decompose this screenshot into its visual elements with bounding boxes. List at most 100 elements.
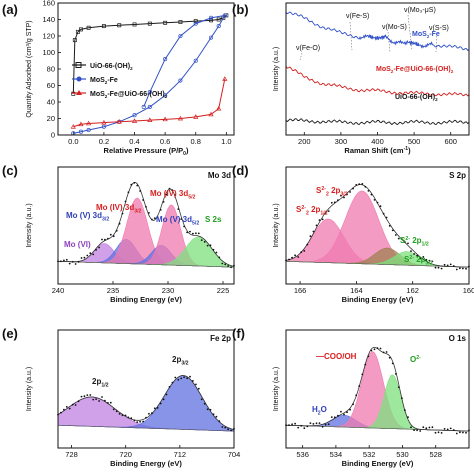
panel-b: (b) Intensity (a.u.) Raman Shift (cm-1) 200… xyxy=(232,2,470,155)
background-line xyxy=(57,261,234,268)
raw-data-point xyxy=(312,230,315,233)
raw-data-point xyxy=(355,184,358,186)
y-tick-label: 20 xyxy=(47,114,55,123)
panel-label: (e) xyxy=(2,326,18,341)
raw-data-point xyxy=(318,422,321,424)
raw-data-point xyxy=(452,429,455,431)
raw-data-point xyxy=(312,423,315,425)
x-tick-label: 600 xyxy=(444,137,457,146)
raw-data-point xyxy=(364,185,367,188)
data-point xyxy=(117,23,122,28)
raw-data-point xyxy=(115,229,118,232)
peak-label: S2-2 2p3/2 xyxy=(316,186,348,198)
series-label: MoS2-Fe xyxy=(412,31,440,39)
raw-data-point xyxy=(148,412,150,415)
raw-data-point xyxy=(192,380,194,382)
raw-data-point xyxy=(104,399,106,402)
x-tick-label: 712 xyxy=(174,450,187,459)
peak-label: 2p1/2 xyxy=(92,377,109,388)
x-tick-label: 230 xyxy=(162,286,175,295)
raw-data-point xyxy=(324,212,327,215)
data-point xyxy=(216,17,221,22)
raw-data-point xyxy=(361,183,364,185)
raw-data-point xyxy=(139,190,142,192)
y-tick-label: 60 xyxy=(47,81,55,90)
raw-data-point xyxy=(422,426,425,429)
raw-data-point xyxy=(355,394,358,397)
raw-data-point xyxy=(221,262,224,265)
raw-data-point xyxy=(124,200,127,203)
data-point xyxy=(86,120,92,126)
raw-data-point xyxy=(404,241,406,243)
raw-data-point xyxy=(352,187,354,190)
x-tick-label: 704 xyxy=(228,450,241,459)
raw-data-point xyxy=(148,212,150,214)
raw-data-point xyxy=(98,400,100,402)
annotation-label: ν(S-S) xyxy=(429,25,449,32)
x-tick-label: 200 xyxy=(298,137,311,146)
data-point xyxy=(101,124,106,129)
raw-data-point xyxy=(358,385,361,387)
raw-data-point xyxy=(218,256,221,259)
raw-data-point xyxy=(327,423,330,426)
raw-data-point xyxy=(83,256,86,259)
raw-data-point xyxy=(443,263,446,266)
raw-data-point xyxy=(200,239,203,242)
raw-data-point xyxy=(101,238,103,241)
y-axis-label: Intensity (a.u.) xyxy=(273,203,280,247)
raw-data-point xyxy=(224,426,227,429)
data-point xyxy=(162,116,168,122)
raw-data-point xyxy=(416,254,418,257)
raw-data-point xyxy=(300,251,303,254)
data-point xyxy=(178,20,183,24)
panel-label: (b) xyxy=(232,2,249,17)
raw-data-point xyxy=(121,212,124,215)
x-axis-label: Relative Pressure (P/P0) xyxy=(104,146,189,157)
plot-frame xyxy=(285,166,470,285)
raw-data-point xyxy=(333,416,336,419)
raw-data-point xyxy=(385,216,388,219)
raw-data-point xyxy=(95,398,97,400)
raw-data-point xyxy=(92,253,95,256)
raw-data-point xyxy=(437,266,440,269)
raw-data-point xyxy=(291,256,293,259)
y-axis-label: Intensity (a.u.) xyxy=(26,203,33,247)
raw-data-point xyxy=(203,402,206,405)
annotation-label: ν(Fe-S) xyxy=(346,13,369,20)
plot-frame xyxy=(285,2,470,136)
series-line xyxy=(285,11,470,52)
raw-data-point xyxy=(370,349,373,352)
data-point xyxy=(178,78,183,83)
raw-data-point xyxy=(71,260,74,263)
data-point xyxy=(101,119,107,125)
raw-data-point xyxy=(136,184,139,187)
raw-data-point xyxy=(112,408,115,411)
core-level-label: S 2p xyxy=(449,171,466,180)
raw-data-point xyxy=(92,398,95,401)
data-point xyxy=(71,91,76,96)
data-point xyxy=(101,24,106,29)
legend-marker xyxy=(76,76,82,82)
data-point xyxy=(222,76,228,81)
raw-data-point xyxy=(80,395,83,398)
annotation-label: ν(Mo-S) xyxy=(382,24,407,31)
raw-data-point xyxy=(321,425,324,428)
peak-label: Mo (V) 3d3/2 xyxy=(66,211,109,222)
raw-data-point xyxy=(419,430,422,432)
peak-label: S2-2 2p1/2 xyxy=(296,205,328,217)
data-point xyxy=(216,105,222,111)
raw-data-point xyxy=(288,258,290,261)
raw-data-point xyxy=(303,427,306,430)
raw-data-point xyxy=(440,267,443,270)
legend-label: MoS2-Fe@UiO-66-(OH)2 xyxy=(90,91,168,99)
raw-data-point xyxy=(343,413,345,416)
data-point xyxy=(132,113,137,118)
annotation-label: ν(Fe-O) xyxy=(296,45,320,52)
raw-data-point xyxy=(291,423,293,426)
x-axis-label: Binding Energy (eV) xyxy=(110,295,182,304)
legend-marker xyxy=(76,90,82,95)
raw-data-point xyxy=(168,386,171,388)
raw-data-point xyxy=(109,401,112,404)
x-tick-label: 534 xyxy=(330,450,343,459)
raw-data-point xyxy=(177,378,180,381)
